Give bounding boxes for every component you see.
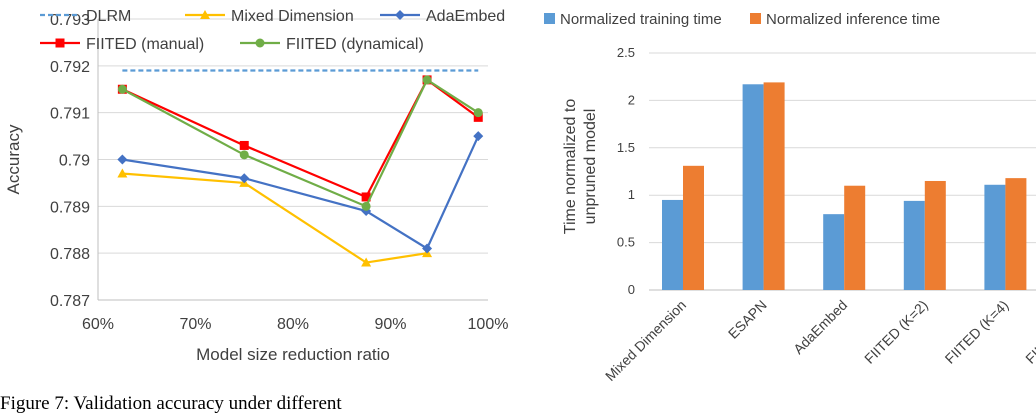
y-tick-label: 0.5 (617, 235, 635, 250)
x-tick-label: ESAPN (725, 297, 770, 342)
x-tick-label: 100% (468, 316, 509, 333)
legend-label-fiited-manual: FIITED (manual) (86, 36, 204, 53)
bar-normalized-inference-time-fiited-k-4 (1005, 178, 1027, 290)
data-point-mixed-dimension (361, 257, 372, 267)
x-tick-label: 70% (179, 316, 211, 333)
bar-normalized-training-time-fiited-k-4 (984, 184, 1006, 290)
data-point-adaembed (117, 154, 128, 165)
legend-label-fiited-dynamical: FIITED (dynamical) (286, 36, 424, 53)
y-tick-label: 1 (628, 187, 635, 202)
legend-label-normalized-inference-time: Normalized inference time (766, 11, 940, 28)
y-tick-label: 1.5 (617, 140, 635, 155)
legend-marker-fiited-manual (55, 38, 65, 48)
x-tick-label: Mixed Dimension (602, 297, 689, 384)
y-tick-label: 2.5 (617, 45, 635, 60)
legend-marker-mixed-dimension (200, 10, 210, 19)
legend-label-mixed-dimension: Mixed Dimension (231, 8, 354, 25)
x-tick-label: 80% (277, 316, 309, 333)
data-point-fiited-dynamical (473, 108, 483, 118)
x-tick-label: FIITED (K=8) (1022, 297, 1036, 367)
y-axis-title: Accuracy (4, 124, 23, 194)
y-tick-label: 0.79 (59, 153, 90, 170)
y-tick-label: 0.791 (50, 106, 90, 123)
data-point-fiited-dynamical (361, 201, 371, 211)
bar-normalized-inference-time-fiited-k-2 (924, 180, 946, 290)
time-bar-chart: 0 0.5 1 1.5 2 2.5 Mixed Dimension ESAPN AdaEmbed… (544, 11, 1036, 384)
figure-caption: Figure 7: Validation accuracy under diff… (0, 393, 342, 414)
data-point-adaembed (239, 173, 250, 184)
data-point-fiited-manual (239, 140, 249, 150)
bar-normalized-training-time-adaembed (823, 214, 845, 290)
x-axis-title: Model size reduction ratio (196, 345, 390, 364)
x-tick-label: 90% (374, 316, 406, 333)
data-point-fiited-manual (473, 112, 483, 122)
series-line-mixed-dimension (122, 172, 428, 264)
series-line-adaembed (122, 135, 480, 251)
y-tick-label: 0.789 (50, 199, 90, 216)
legend-label-dlrm: DLRM (86, 8, 131, 25)
legend-label-adaembed: AdaEmbed (426, 8, 505, 25)
y-tick-label: 0.788 (50, 246, 90, 263)
legend-marker-adaembed (395, 10, 405, 20)
bar-normalized-inference-time-mixed-dimension (683, 165, 704, 290)
y-tick-label: 0.787 (50, 293, 90, 310)
x-tick-label: FIITED (K=4) (942, 297, 1012, 367)
legend-marker-fiited-dynamical (255, 38, 265, 48)
data-point-fiited-manual (361, 192, 371, 202)
y-axis-title-line: unpruned model (582, 109, 599, 225)
legend-swatch-normalized-training-time (544, 13, 555, 24)
data-point-mixed-dimension (117, 168, 128, 178)
data-point-adaembed (473, 131, 484, 142)
y-tick-label: 2 (628, 92, 635, 107)
y-axis-title: Time normalized to unpruned model (562, 99, 599, 235)
legend-label-normalized-training-time: Normalized training time (560, 11, 722, 28)
y-axis-title-line: Time normalized to (562, 99, 579, 235)
bar-normalized-training-time-fiited-k-2 (903, 200, 925, 290)
accuracy-line-chart: 0.787 0.788 0.789 0.79 0.791 0.792 0.793 60% 70%… (4, 8, 509, 364)
y-tick-label: 0.793 (50, 12, 90, 29)
legend-swatch-normalized-inference-time (750, 13, 761, 24)
data-point-fiited-dynamical (422, 75, 432, 85)
x-tick-label: FIITED (K=2) (861, 297, 931, 367)
series-line-fiited-dynamical (121, 78, 479, 208)
y-tick-label: 0.792 (50, 59, 90, 76)
y-tick-label: 0 (628, 282, 635, 297)
bar-normalized-training-time-mixed-dimension (662, 199, 683, 290)
x-tick-label: AdaEmbed (790, 297, 850, 357)
bar-normalized-inference-time-esapn (763, 82, 785, 290)
data-point-adaembed (422, 243, 433, 254)
x-tick-label: 60% (82, 316, 114, 333)
bar-normalized-training-time-esapn (742, 84, 764, 290)
bar-normalized-inference-time-adaembed (844, 185, 866, 290)
data-point-fiited-dynamical (239, 150, 249, 160)
data-point-fiited-dynamical (117, 84, 127, 94)
